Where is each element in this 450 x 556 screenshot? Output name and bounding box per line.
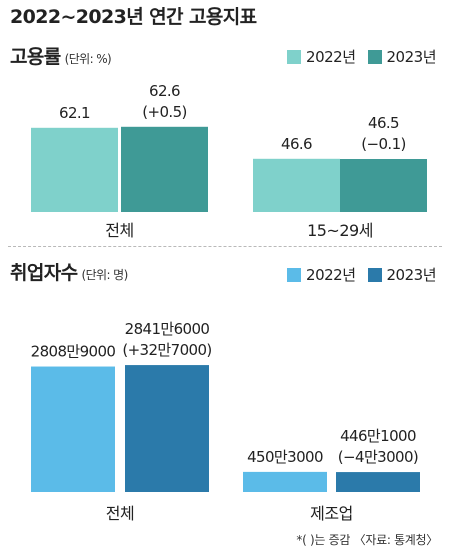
- data-label-0-0-1-0: 62.6: [149, 82, 180, 100]
- legend-employed: 2022년 2023년: [275, 264, 437, 285]
- category-label-0-0: 전체: [105, 221, 133, 240]
- bar-1-1-0: [243, 471, 327, 492]
- legend-swatch-2023: [367, 49, 382, 64]
- page-title: 2022~2023년 연간 고용지표: [10, 6, 257, 28]
- legend-swatch-2023-employed: [367, 267, 382, 282]
- data-label-1-0-0-0: 2808만9000: [31, 343, 116, 361]
- bar-1-0-1: [125, 365, 209, 492]
- bar-0-1-0: [253, 158, 340, 212]
- bar-0-0-1: [121, 126, 208, 212]
- section-unit-employment-rate: (단위: %): [64, 52, 112, 66]
- data-label-1-0-1-1: (+32만7000): [122, 341, 211, 359]
- data-label-1-1-1-0: 446만1000: [340, 427, 416, 445]
- data-label-0-1-1-0: 46.5: [368, 114, 399, 132]
- bar-1-1-1: [336, 472, 420, 492]
- bar-0-1-1: [340, 159, 427, 212]
- data-label-0-0-0-0: 62.1: [59, 104, 90, 122]
- legend-employment-rate: 2022년 2023년: [275, 46, 437, 67]
- section-unit-employed: (단위: 명): [81, 268, 129, 282]
- footnote: *( )는 증감 〈자료: 통계청〉: [296, 533, 438, 547]
- data-label-0-1-1-1: (−0.1): [361, 135, 406, 153]
- section-title-employed: 취업자수 (단위: 명): [10, 258, 128, 285]
- section-title-employment-rate: 고용률 (단위: %): [10, 42, 112, 69]
- section-title-employment-rate-text: 고용률: [10, 46, 61, 68]
- category-label-0-1: 15~29세: [307, 221, 373, 240]
- legend-item-2022: 2022년: [287, 46, 356, 67]
- data-label-0-0-1-1: (+0.5): [142, 103, 187, 121]
- bar-0-0-0: [31, 127, 118, 212]
- legend-label-2022-employed: 2022년: [306, 266, 356, 284]
- legend-label-2023-employed: 2023년: [386, 266, 437, 284]
- legend-swatch-2022: [287, 49, 302, 64]
- category-label-1-0: 전체: [106, 504, 134, 523]
- legend-item-2023-employed: 2023년: [367, 264, 437, 285]
- category-label-1-1: 제조업: [310, 504, 353, 523]
- legend-item-2023: 2023년: [367, 46, 437, 67]
- section-title-employed-text: 취업자수: [10, 262, 78, 284]
- data-label-1-1-0-0: 450만3000: [247, 448, 323, 466]
- legend-label-2022: 2022년: [306, 48, 356, 66]
- data-label-1-1-1-1: (−4만3000): [338, 448, 418, 466]
- legend-item-2022-employed: 2022년: [287, 264, 356, 285]
- data-label-1-0-1-0: 2841만6000: [125, 320, 210, 338]
- legend-label-2023: 2023년: [386, 48, 437, 66]
- data-label-0-1-0-0: 46.6: [281, 135, 312, 153]
- bar-1-0-0: [31, 366, 115, 492]
- section-divider: [8, 246, 442, 247]
- legend-swatch-2022-employed: [287, 267, 302, 282]
